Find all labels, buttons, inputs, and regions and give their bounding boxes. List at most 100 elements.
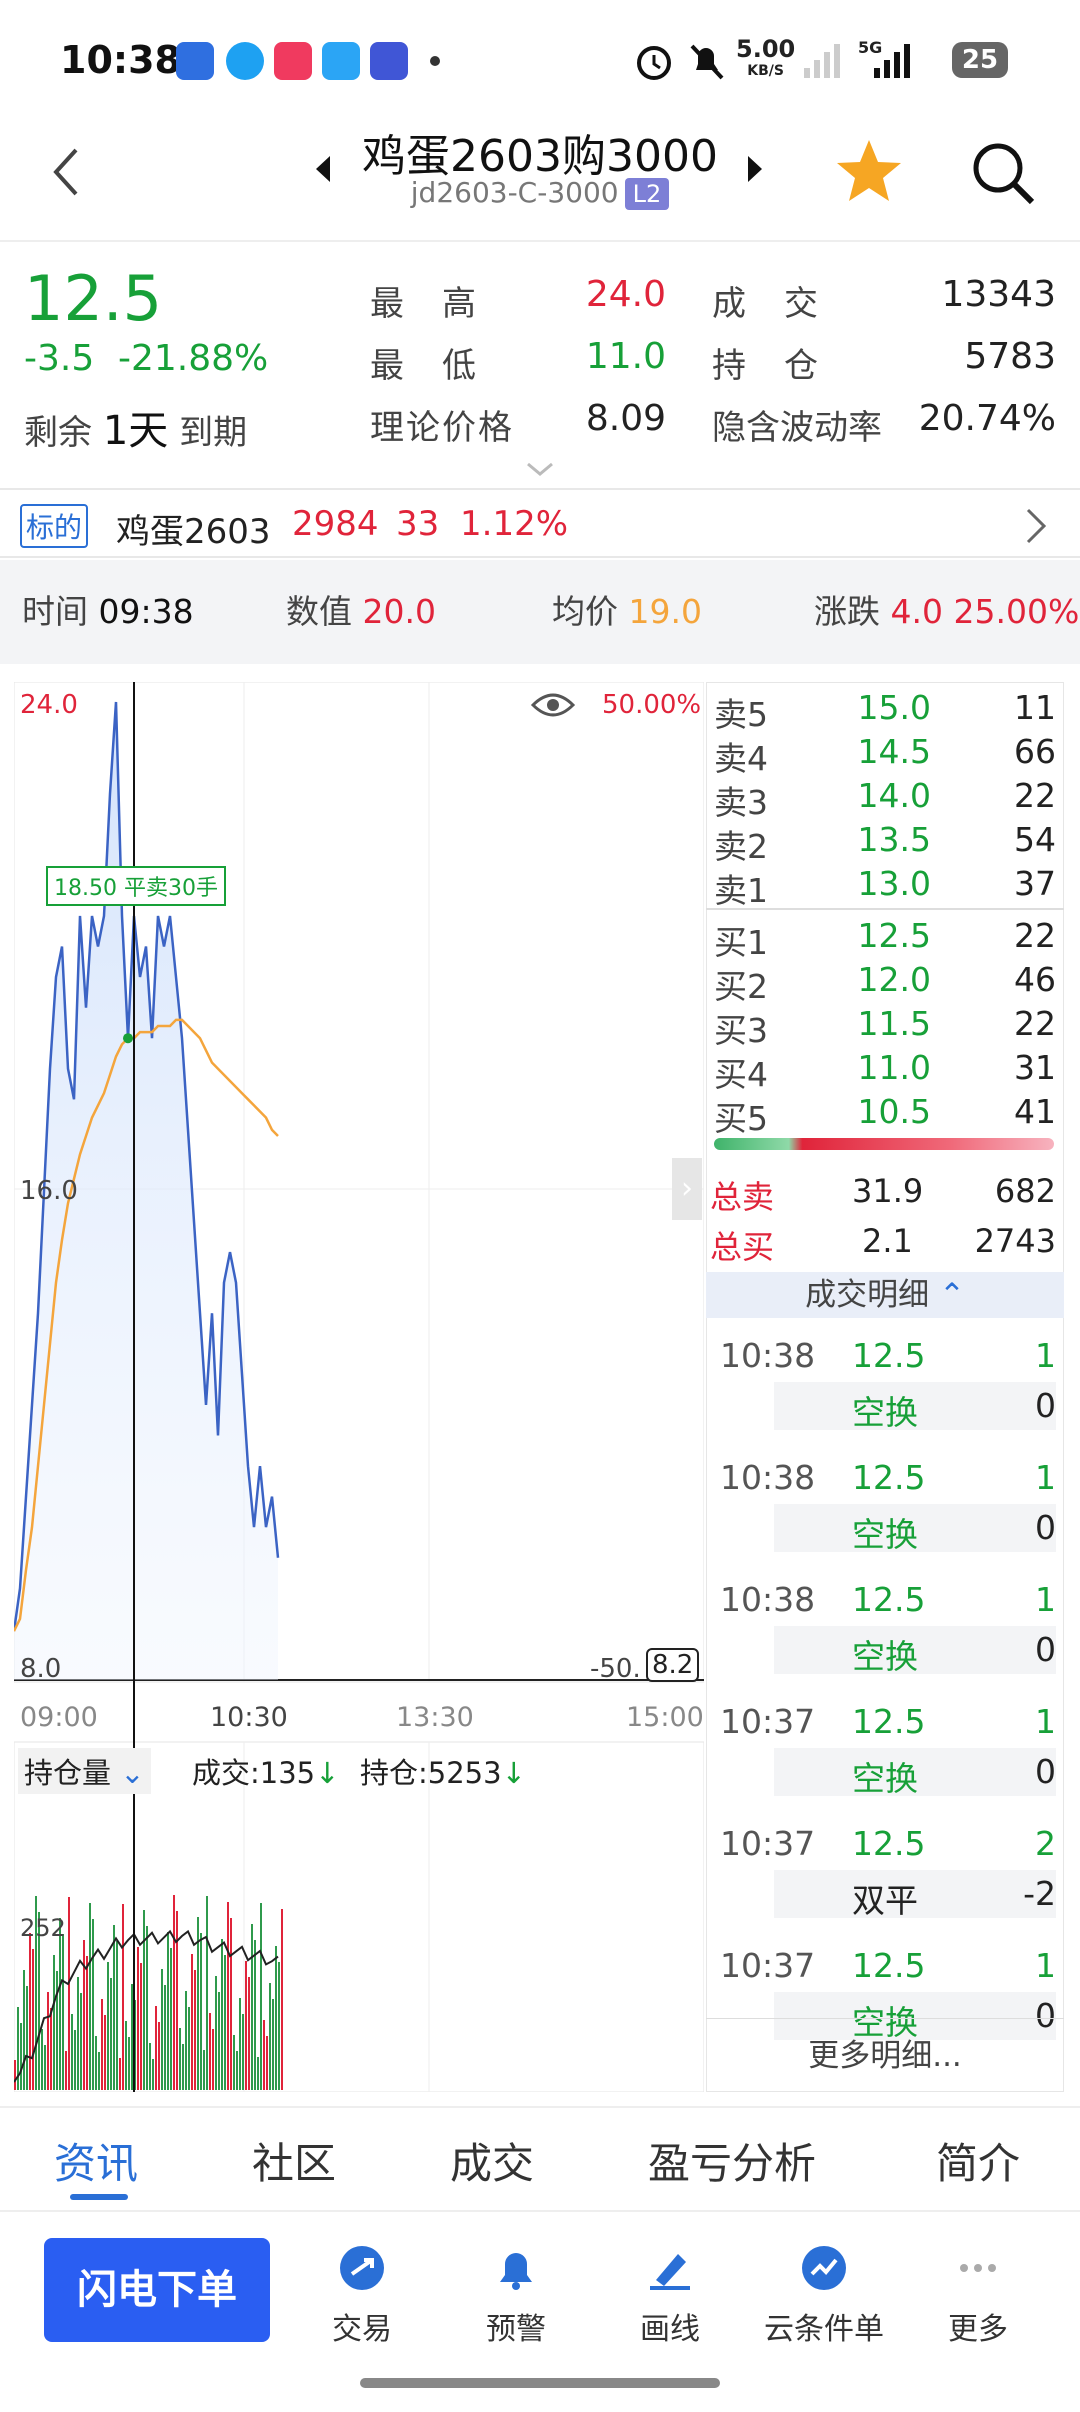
tab-profile[interactable]: 简介: [936, 2139, 1021, 2188]
trade-tooltip: 18.50 平卖30手: [46, 866, 226, 906]
favorite-star-icon[interactable]: [834, 136, 904, 206]
search-icon[interactable]: [968, 138, 1038, 208]
volume-bar: [65, 2051, 67, 2090]
trade-time: 10:37: [720, 1946, 816, 1985]
x-label-1030: 10:30: [210, 1702, 288, 1733]
trade-marker: [123, 1033, 133, 1044]
ask-row: 卖3 14.0 22: [706, 776, 1064, 822]
status-bar: 10:38 5.00 KB/S 5G 25: [0, 0, 1080, 120]
volume-bar: [47, 1992, 49, 2090]
tab-indicator: [70, 2194, 128, 2200]
tab-news[interactable]: 资讯: [54, 2139, 139, 2188]
trade-price: 12.5: [852, 1580, 926, 1619]
intraday-chart[interactable]: 24.0 16.0 8.0 50.00% -50. 8.2 18.50 平卖30…: [14, 682, 704, 2092]
sub-oi: 持仓:5253↓: [360, 1756, 526, 1790]
volume-bar: [266, 2036, 268, 2090]
price-change-pct: -21.88%: [118, 338, 269, 379]
last-price: 12.5: [24, 262, 163, 335]
bid-price: 12.5: [857, 916, 931, 955]
volume-bar: [197, 1917, 199, 2090]
iv-value: 20.74%: [918, 398, 1056, 439]
bid-label: 买3: [714, 1011, 768, 1050]
volume-bar: [269, 1983, 271, 2090]
trade-type: 双平: [852, 1881, 918, 1920]
volume-bar: [191, 1954, 193, 2090]
trade-row: 10:38 12.5 1 空换 0: [706, 1328, 1064, 1440]
trade-qty: 1: [1035, 1580, 1056, 1619]
trade-oi-change: 0: [1035, 1386, 1056, 1425]
flash-order-button[interactable]: 闪电下单: [44, 2238, 270, 2342]
price-change: -3.5: [24, 338, 95, 379]
volume-bar: [185, 1991, 187, 2090]
more-details-button[interactable]: 更多明细...: [706, 2018, 1064, 2092]
volume-bar: [176, 1911, 178, 2090]
volume-bar: [20, 2023, 22, 2090]
signal-strong-icon: [874, 44, 910, 78]
trade-detail-header[interactable]: 成交明细 ⌃: [706, 1272, 1064, 1318]
volume-bar: [254, 1940, 256, 2090]
volume-bar: [14, 2060, 16, 2090]
volume-bar: [50, 2008, 52, 2090]
volume-bar: [17, 2007, 19, 2090]
ask-label: 卖3: [714, 783, 768, 822]
trade-time: 10:38: [720, 1336, 816, 1375]
indicator-select[interactable]: 持仓量 ⌄: [18, 1748, 151, 1794]
cloud-condition-order-button[interactable]: 云条件单: [764, 2242, 884, 2348]
prev-contract-icon[interactable]: [312, 154, 334, 184]
price-line: [14, 701, 280, 1632]
app-notification-icon: [274, 42, 312, 80]
underlying-row[interactable]: 标的 鸡蛋2603 2984 33 1.12%: [0, 492, 1080, 558]
draw-button[interactable]: 画线: [610, 2242, 730, 2348]
volume-bar: [245, 1961, 247, 2090]
underlying-price: 2984: [292, 504, 379, 544]
volume-bar: [101, 1999, 103, 2090]
app-notification-icon: [370, 42, 408, 80]
eye-icon[interactable]: [530, 688, 576, 722]
trade-qty: 2: [1035, 1824, 1056, 1863]
trade-row: 10:37 12.5 1 空换 0: [706, 1938, 1064, 2050]
back-icon[interactable]: [46, 144, 86, 200]
action-bar: 闪电下单 交易 预警 画线 云条件单 更多: [0, 2214, 1080, 2412]
volume-bar: [188, 2007, 190, 2090]
price-plot: [14, 701, 280, 1680]
volume-bar: [146, 1926, 148, 2090]
collapse-panel-icon[interactable]: ›: [672, 1158, 702, 1220]
volume-bar: [215, 1976, 217, 2090]
volume-bar: [194, 1970, 196, 2090]
bottom-tabs: 资讯 社区 成交 盈亏分析 简介: [0, 2106, 1080, 2212]
more-button[interactable]: 更多: [918, 2242, 1038, 2348]
trade-row: 10:38 12.5 1 空换 0: [706, 1572, 1064, 1684]
tab-pnl-analysis[interactable]: 盈亏分析: [648, 2139, 817, 2188]
trade-qty: 1: [1035, 1946, 1056, 1985]
volume-bar: [278, 1962, 280, 2090]
bell-icon: [500, 2253, 532, 2290]
order-book: 卖5 15.0 11 卖4 14.5 66 卖3 14.0 22 卖2 13.5 54 卖1 13.0 37…: [706, 682, 1064, 2092]
trade-type: 空换: [852, 1515, 918, 1554]
next-contract-icon[interactable]: [744, 154, 766, 184]
status-time: 10:38: [60, 38, 181, 82]
bid-price: 11.5: [857, 1004, 931, 1043]
trade-price: 12.5: [852, 1336, 926, 1375]
low-value: 11.0: [585, 336, 666, 377]
total-buy-vol: 2743: [974, 1222, 1056, 1260]
volume-bar: [26, 1986, 28, 2090]
total-sell-price: 31.9: [852, 1172, 924, 1210]
volume-bar: [32, 1949, 34, 2090]
trade-oi-change: 0: [1035, 1508, 1056, 1547]
volume-bar: [281, 1909, 283, 2090]
oi-label: 持 仓: [712, 346, 820, 386]
bid-label: 买4: [714, 1055, 768, 1094]
trade-row: 10:38 12.5 1 空换 0: [706, 1450, 1064, 1562]
expand-chevron-icon[interactable]: [524, 460, 556, 480]
volume-bar: [41, 2029, 43, 2090]
volume-bar: [95, 2036, 97, 2090]
trade-button[interactable]: 交易: [302, 2242, 422, 2348]
alert-button[interactable]: 预警: [456, 2242, 576, 2348]
tab-community[interactable]: 社区: [252, 2139, 337, 2188]
tab-trades[interactable]: 成交: [450, 2139, 535, 2188]
chart-canvas[interactable]: [14, 682, 704, 2092]
total-sell-vol: 682: [994, 1172, 1056, 1210]
pencil-icon: [650, 2254, 690, 2290]
trade-time: 10:37: [720, 1702, 816, 1741]
mute-bell-icon: [690, 44, 724, 80]
